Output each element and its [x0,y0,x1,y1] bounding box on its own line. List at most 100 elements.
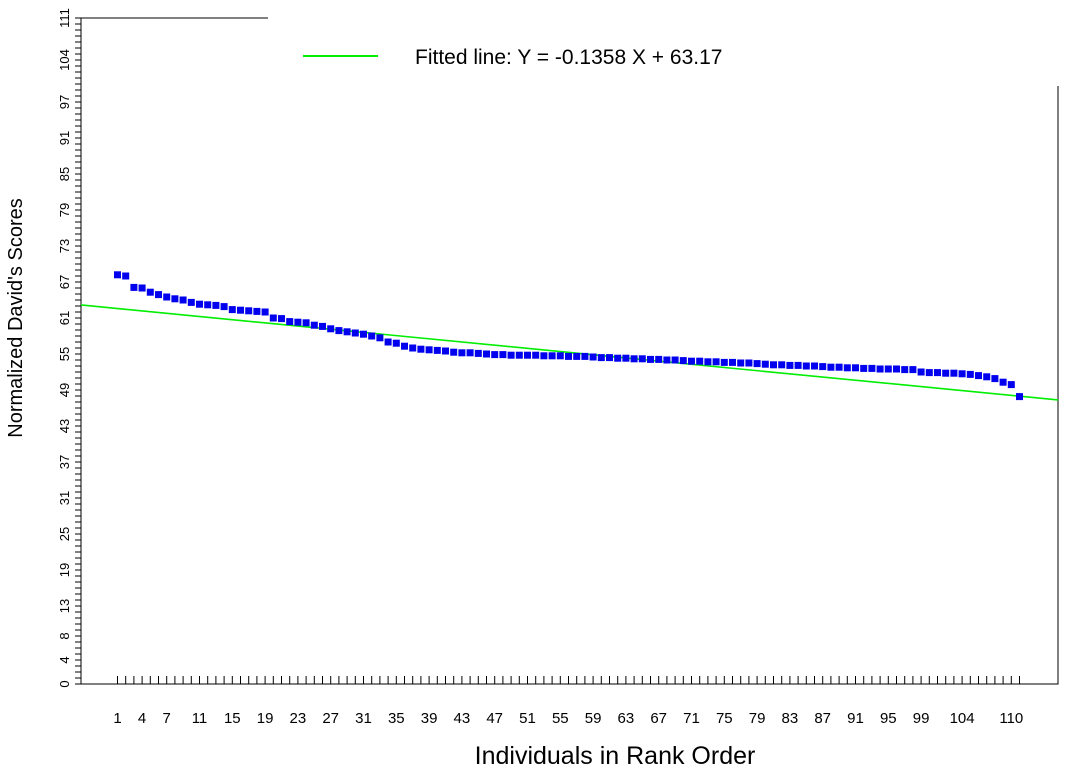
data-point [925,369,933,377]
data-point [343,328,351,336]
data-point [237,306,244,314]
x-tick-label: 47 [486,710,503,727]
data-point [187,298,195,306]
y-tick-label: 111 [57,8,72,28]
data-point [614,354,622,362]
data-point [917,368,925,376]
data-point [442,347,449,355]
data-point [228,306,236,314]
data-point [565,352,572,360]
x-tick-label: 43 [454,710,471,727]
data-point [638,355,646,363]
data-point [204,301,212,309]
data-point [983,373,991,381]
y-tick-label: 97 [57,95,72,109]
data-point [712,358,720,366]
data-point [729,358,736,366]
data-point [597,354,605,362]
x-tick-label: 51 [519,710,536,727]
data-point [966,370,974,378]
data-point [827,363,835,371]
y-tick-label: 0 [57,680,72,687]
data-point [991,375,999,383]
data-point [392,339,400,347]
data-point [138,284,146,292]
x-tick-label: 23 [290,710,307,727]
fit-line-group [80,304,1059,401]
data-point [720,358,728,366]
y-tick-label: 4 [57,656,72,663]
data-point [458,349,466,357]
data-point [786,361,794,369]
data-point [245,307,253,315]
x-tick-label: 19 [257,710,274,727]
x-tick-label: 7 [163,710,171,727]
data-point [376,334,384,342]
x-tick-label: 63 [618,710,635,727]
data-point [335,327,343,335]
y-tick-label: 43 [57,419,72,433]
data-point [450,348,458,356]
y-tick-label: 73 [57,239,72,253]
data-point [278,315,285,323]
data-point [893,365,900,373]
data-point [401,342,408,350]
x-tick-label: 1 [113,710,121,727]
data-point [737,359,745,367]
y-tick-label: 8 [57,632,72,639]
y-tick-label: 55 [57,347,72,361]
data-points [114,271,1023,401]
x-tick-label: 91 [847,710,864,727]
data-point [860,364,868,372]
data-point [368,332,376,340]
fit-line [80,304,1059,401]
x-tick-label: 110 [999,710,1023,727]
legend-fit-line-label: Fitted line: Y = -0.1358 X + 63.17 [415,46,722,69]
data-point [269,314,277,322]
data-point [696,357,704,365]
x-tick-label: 4 [138,710,146,727]
data-point [179,296,187,304]
data-point [122,272,130,280]
data-point [671,356,679,364]
data-point [286,318,294,326]
data-point [310,321,318,329]
data-point [606,354,613,362]
data-point [491,351,499,359]
y-tick-label: 61 [57,311,72,325]
x-tick-label: 55 [552,710,569,727]
data-point [630,355,638,363]
data-point [753,360,761,368]
y-axis-title: Normalized David's Scores [5,198,27,437]
data-point [934,369,941,377]
data-point [581,352,589,360]
data-point [220,303,228,311]
data-point [975,372,982,380]
data-point [433,346,441,354]
data-point [294,318,302,326]
x-tick-label: 75 [716,710,733,727]
data-point [499,351,507,359]
legend-box [268,16,1060,86]
data-point [253,307,261,315]
x-tick-label: 31 [355,710,372,727]
data-point [409,344,417,352]
data-point [155,291,162,299]
data-point [114,271,121,279]
data-point [548,352,556,360]
data-point [146,288,154,296]
y-tick-label: 31 [57,491,72,505]
x-tick-label: 27 [322,710,339,727]
y-axis: 0 4 8 13 19 25 31 37 43 49 55 61 67 73 79 85 91 97 104 111 [57,8,81,688]
data-point [196,300,203,308]
data-point [778,361,786,369]
data-point [302,319,310,327]
legend: Fitted line: Y = -0.1358 X + 63.17 [268,16,1060,86]
data-point [384,338,392,346]
data-point [417,345,425,353]
data-point [835,363,843,371]
data-point [761,360,769,368]
data-point [532,351,540,359]
data-point [425,346,433,354]
